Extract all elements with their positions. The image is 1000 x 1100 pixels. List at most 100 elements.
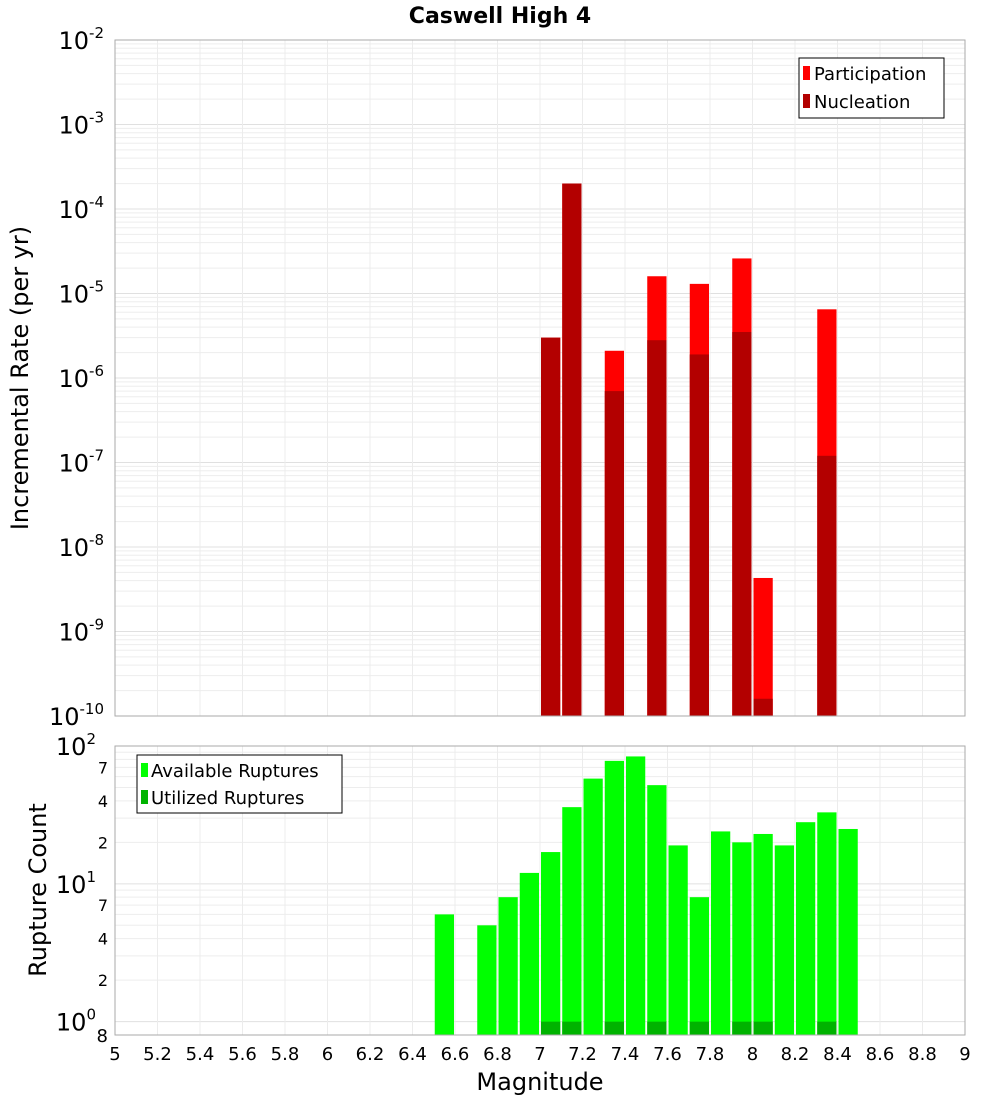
top-y-tick-label: 10-8 [58,531,104,562]
top-y-tick-label: 10-9 [58,616,104,647]
legend-label: Nucleation [814,92,910,113]
nucleation-bar [562,183,582,716]
tick-exponent: -5 [89,278,104,296]
tick-base: 10 [58,196,89,224]
tick-base: 10 [58,619,89,647]
legend-frame [136,754,343,814]
available-ruptures-bar [647,785,667,1035]
bottom-plot-frame [114,745,966,1036]
x-tick-label: 9 [959,1044,970,1065]
available-ruptures-bar [604,760,624,1035]
available-ruptures-bar [583,778,603,1035]
tick-base: 10 [58,27,89,55]
available-ruptures-bar [774,845,794,1035]
bottom-y-minor-tick-label: 7 [98,896,108,915]
nucleation-bar [689,354,709,716]
x-tick-label: 8.8 [908,1044,937,1065]
bottom-y-minor-tick-label: 2 [98,971,108,990]
bottom-legend: Available Ruptures Utilized Ruptures [136,754,343,814]
nucleation-bar [817,455,837,716]
available-ruptures-bar [753,833,773,1035]
legend-swatch [141,790,148,804]
top-y-tick-label: 10-10 [49,700,104,731]
top-y-tick-label: 10-4 [58,193,104,224]
x-tick-label: 6.2 [356,1044,385,1065]
tick-exponent: -4 [89,193,104,211]
top-plot-frame [114,39,966,717]
available-ruptures-bar [668,845,688,1035]
nucleation-bar [753,698,773,716]
available-ruptures-bar [434,914,454,1035]
chart-title: Caswell High 4 [409,4,591,29]
tick-base: 10 [58,112,89,140]
utilized-ruptures-bar [817,1021,837,1035]
x-axis-label: Magnitude [476,1068,603,1096]
tick-exponent: -10 [80,700,105,718]
legend-swatch [803,94,810,108]
available-ruptures-bar [541,852,561,1035]
top-y-tick-label: 10-7 [58,447,104,478]
x-tick-label: 6.6 [441,1044,470,1065]
x-tick-label: 5.6 [228,1044,257,1065]
x-tick-label: 5.2 [143,1044,172,1065]
available-ruptures-bar [626,756,646,1035]
available-ruptures-bar [477,925,497,1035]
bottom-y-tick-label: 100 [56,1006,96,1037]
top-y-tick-label: 10-5 [58,278,104,309]
x-tick-label: 7.2 [568,1044,597,1065]
tick-base: 10 [56,733,87,761]
available-ruptures-bar [562,807,582,1035]
x-tick-labels: 5 5.2 5.4 5.6 5.8 6 6.2 6.4 6.6 6.8 7 7.2 7.4 7.6 7.8 8… [109,1044,970,1065]
x-tick-label: 7.8 [696,1044,725,1065]
utilized-ruptures-bar [753,1021,773,1035]
tick-exponent: 1 [86,868,96,886]
tick-exponent: -7 [89,447,104,465]
top-y-tick-label: 10-3 [58,109,104,140]
tick-base: 10 [58,281,89,309]
available-ruptures-bar [732,842,752,1035]
tick-base: 10 [58,450,89,478]
tick-exponent: -2 [89,24,104,42]
top-gridlines [114,40,966,717]
legend-frame [798,57,945,119]
tick-exponent: 0 [86,1006,96,1024]
bottom-y-tick-label: 102 [56,730,96,761]
nucleation-bar [647,340,667,716]
available-ruptures-bar [796,822,816,1035]
nucleation-bar [732,332,752,716]
utilized-ruptures-bar [647,1021,667,1035]
tick-base: 10 [58,365,89,393]
top-y-tick-label: 10-6 [58,362,104,393]
bottom-bars [434,756,858,1035]
bottom-y-minor-tick-label: 4 [98,792,108,811]
x-tick-label: 6 [322,1044,333,1065]
tick-exponent: -6 [89,362,104,380]
utilized-ruptures-bar [562,1021,582,1035]
tick-exponent: -3 [89,109,104,127]
nucleation-bar [541,337,561,716]
top-legend: Participation Nucleation [798,57,945,119]
tick-exponent: -9 [89,616,104,634]
x-tick-label: 8.4 [823,1044,852,1065]
legend-label: Participation [814,64,926,85]
top-y-tick-label: 10-2 [58,24,104,55]
nucleation-bar [604,391,624,716]
bottom-y-minor-tick-label: 7 [98,758,108,777]
x-tick-label: 6.4 [398,1044,427,1065]
x-tick-label: 5 [109,1044,120,1065]
x-tick-label: 7 [534,1044,545,1065]
tick-base: 10 [56,1009,87,1037]
x-tick-label: 8 [747,1044,758,1065]
legend-label: Available Ruptures [151,761,319,782]
bottom-y-minor-tick-label: 2 [98,833,108,852]
tick-exponent: -8 [89,531,104,549]
x-tick-label: 8.6 [866,1044,895,1065]
bottom-y-axis-label: Rupture Count [24,803,52,977]
legend-swatch [141,763,148,777]
x-tick-label: 8.2 [781,1044,810,1065]
tick-base: 10 [49,703,80,731]
participation-bar [753,577,773,716]
utilized-ruptures-bar [732,1021,752,1035]
